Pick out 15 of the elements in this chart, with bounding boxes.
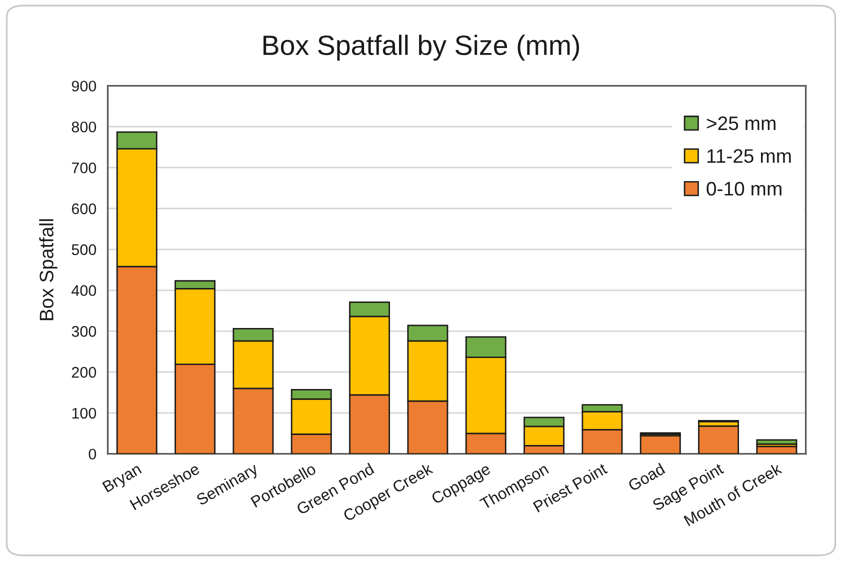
legend-label: >25 mm <box>706 116 776 130</box>
y-tick-label: 0 <box>88 448 96 460</box>
y-tick-label: 300 <box>72 326 96 337</box>
y-tick-label: 500 <box>72 244 96 256</box>
legend-label: 11-25 mm <box>707 149 791 163</box>
y-tick-label: 700 <box>72 162 96 174</box>
legend-label: 0-10 mm <box>706 182 782 196</box>
y-tick-label: 900 <box>72 80 96 92</box>
y-tick-label: 800 <box>72 122 96 132</box>
y-tick-label: 100 <box>72 408 96 419</box>
y-tick-label: 200 <box>72 366 96 378</box>
y-tick-label: 600 <box>72 203 96 214</box>
chart-title: Box Spatfall by Size (mm) <box>264 34 580 61</box>
y-axis-title: Box Spatfall <box>39 219 58 320</box>
y-tick-label: 400 <box>72 285 96 296</box>
